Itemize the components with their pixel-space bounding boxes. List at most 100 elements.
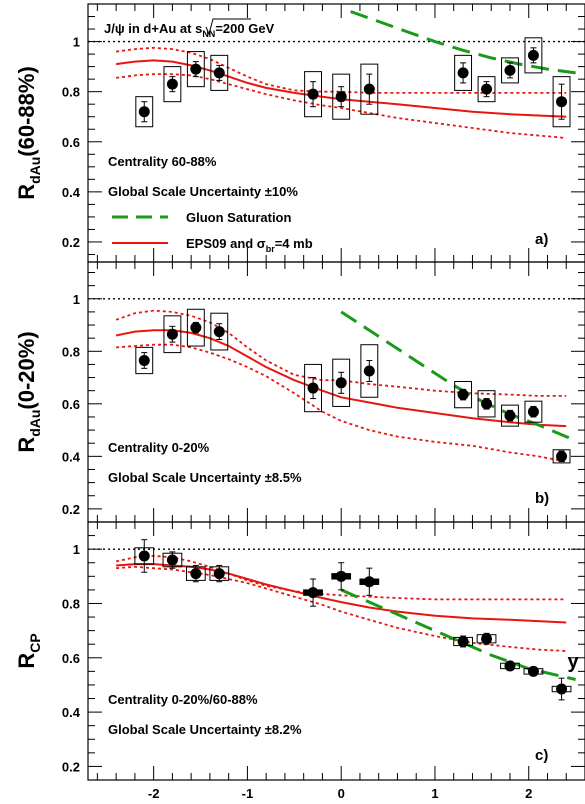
data-point (166, 554, 178, 566)
y-tick-label: 0.4 (62, 185, 81, 200)
y-tick-label: 0.4 (62, 449, 81, 464)
gluon-saturation-curve (340, 310, 577, 442)
gluon-saturation-curve (340, 588, 576, 681)
data-point (504, 410, 516, 422)
y-tick-label: 0.6 (62, 135, 80, 150)
data-point (481, 633, 493, 645)
data-point (307, 88, 319, 100)
y-axis-label-sub: CP (27, 633, 43, 652)
panel-annotation: Global Scale Uncertainty ±10% (108, 184, 298, 199)
x-tick-label: -1 (242, 786, 254, 801)
panel-label: a) (535, 231, 548, 248)
y-tick-label: 1 (73, 542, 80, 557)
data-point (213, 67, 225, 79)
legend-eps09-tail: =4 mb (275, 236, 313, 251)
plot-frame (87, 3, 585, 263)
systematic-box (210, 312, 229, 351)
data-point (556, 96, 568, 108)
title-post: =200 GeV (215, 21, 274, 36)
plot-area (115, 10, 576, 139)
systematic-box (332, 358, 351, 407)
data-point (335, 377, 347, 389)
panel-c: 0.2 0.4 0.6 0.8 1 RCP Centrality 0-20%/60-88% G… (14, 521, 585, 781)
x-tick-label: 2 (525, 786, 532, 801)
systematic-box (186, 308, 205, 347)
y-axis-label: RCP (14, 633, 43, 668)
y-axis-label-sub: dAu (27, 157, 43, 184)
data-point (363, 576, 375, 588)
data-point (527, 665, 539, 677)
eps09-lower-band (116, 343, 567, 463)
title-pre: J/ψ in d+Au at (104, 21, 192, 36)
y-tick-label: 1 (73, 35, 80, 50)
x-tick-label: -2 (148, 786, 160, 801)
y-tick-label: 0.2 (62, 759, 80, 774)
data-point (166, 328, 178, 340)
systematic-box (524, 400, 543, 423)
x-tick-label: 0 (338, 786, 345, 801)
plot-area (115, 308, 577, 464)
y-tick-label: 0.6 (62, 651, 80, 666)
systematic-box (360, 344, 379, 398)
systematic-box (501, 404, 519, 427)
data-point (138, 106, 150, 118)
systematic-box (304, 363, 322, 413)
systematic-box (135, 346, 154, 375)
y-axis-label: RdAu(0-20%) (14, 331, 43, 452)
eps09-central-curve (115, 59, 567, 118)
y-tick-label: 0.4 (62, 705, 81, 720)
legend-saturation-label: Gluon Saturation (186, 210, 292, 225)
plot-area (115, 539, 576, 701)
y-axis-label: RdAu(60-88%) (14, 66, 43, 200)
sqrt-sign-icon (205, 18, 251, 36)
y-axis-label-main: R (14, 184, 39, 200)
title-radical: s (195, 21, 202, 36)
eps09-lower-band (115, 73, 567, 139)
systematic-box (501, 57, 519, 84)
data-point (457, 635, 469, 647)
data-point (335, 91, 347, 103)
data-point (504, 64, 516, 76)
legend-eps09-label: EPS09 and σbr=4 mb (186, 236, 313, 254)
y-tick-label: 0.2 (62, 235, 80, 250)
systematic-box (332, 73, 351, 120)
systematic-box (552, 449, 571, 464)
y-axis-label-tail: (0-20%) (14, 331, 39, 409)
figure-title: J/ψ in d+Au at sNN=200 GeV (104, 21, 275, 39)
eps09-upper-band (115, 46, 567, 94)
panel-b: 0.2 0.4 0.6 0.8 1 RdAu(0-20%) Centrality 0-20%… (14, 261, 585, 523)
data-point (213, 326, 225, 338)
data-point (363, 83, 375, 95)
panel-annotation: Centrality 0-20% (108, 440, 210, 455)
systematic-box (186, 51, 205, 88)
eps09-lower-band (116, 565, 567, 652)
data-point (190, 63, 202, 75)
y-tick-label: 0.8 (62, 85, 80, 100)
data-point (190, 568, 202, 580)
y-axis-label-sub: dAu (27, 410, 43, 437)
data-point (504, 660, 516, 672)
y-tick-label: 0.2 (62, 502, 80, 517)
systematic-box (477, 76, 496, 103)
data-point (335, 570, 347, 582)
data-point (363, 365, 375, 377)
data-point (556, 450, 568, 462)
y-axis-label-tail: (60-88%) (14, 66, 39, 156)
data-point (166, 78, 178, 90)
systematic-box (135, 96, 154, 128)
systematic-box (163, 66, 182, 103)
y-tick-label: 1 (73, 292, 80, 307)
data-point (457, 67, 469, 79)
systematic-box (360, 63, 379, 115)
x-tick-label: 1 (431, 786, 438, 801)
data-point (213, 568, 225, 580)
systematic-box (304, 71, 322, 118)
y-axis-label-main: R (14, 437, 39, 453)
panel-annotation: Global Scale Uncertainty ±8.5% (108, 470, 302, 485)
systematic-box (552, 76, 571, 128)
y-tick-label: 0.8 (62, 596, 80, 611)
plot-frame (87, 521, 585, 781)
y-axis-label-main: R (14, 653, 39, 669)
systematic-box (163, 315, 182, 354)
